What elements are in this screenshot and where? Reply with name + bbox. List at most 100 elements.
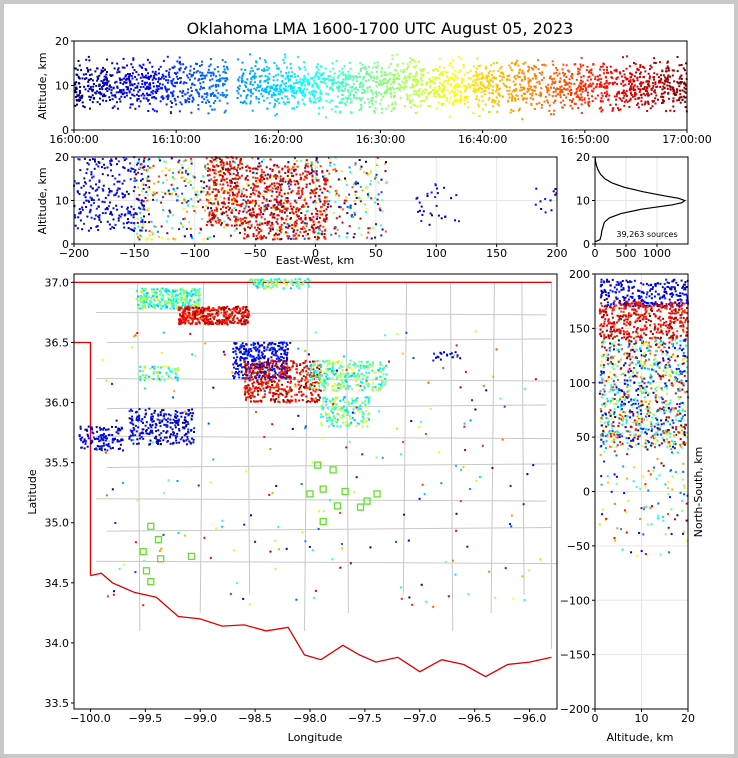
time-height-point bbox=[491, 74, 493, 77]
time-height-point bbox=[619, 72, 622, 75]
east-west-point bbox=[343, 202, 346, 205]
time-height-point bbox=[99, 97, 101, 100]
plan-view-point bbox=[191, 289, 194, 292]
east-west-point bbox=[315, 186, 318, 189]
time-height-point bbox=[463, 73, 466, 76]
time-height-point bbox=[353, 87, 356, 90]
east-west-point bbox=[118, 214, 121, 217]
time-height-point bbox=[144, 67, 147, 70]
time-height-point bbox=[590, 72, 593, 74]
time-height-point bbox=[166, 55, 169, 58]
east-west-point bbox=[250, 201, 253, 204]
east-west-point bbox=[309, 219, 312, 222]
east-west-point bbox=[291, 210, 294, 213]
east-west-point bbox=[162, 181, 165, 184]
east-west-point bbox=[267, 204, 270, 207]
time-height-point bbox=[479, 81, 482, 84]
east-west-point bbox=[258, 231, 261, 234]
east-west-point bbox=[240, 205, 243, 208]
time-height-point bbox=[155, 97, 157, 100]
east-west-point bbox=[205, 204, 207, 207]
time-height-point bbox=[199, 88, 202, 91]
east-west-point bbox=[255, 189, 258, 192]
time-height-point bbox=[341, 93, 344, 96]
time-height-point bbox=[201, 60, 204, 63]
time-height-point bbox=[114, 96, 117, 99]
east-west-point bbox=[235, 178, 238, 181]
time-height-point bbox=[250, 77, 253, 80]
time-height-point bbox=[226, 78, 229, 81]
east-west-point bbox=[280, 189, 283, 192]
plan-view-point bbox=[197, 305, 200, 308]
time-height-point bbox=[552, 86, 555, 89]
time-height-point bbox=[390, 83, 393, 86]
time-height-point bbox=[569, 104, 572, 107]
east-west-point bbox=[190, 158, 193, 161]
time-height-point bbox=[106, 79, 109, 82]
time-height-point bbox=[535, 102, 538, 105]
time-height-point bbox=[576, 94, 579, 97]
east-west-point bbox=[380, 224, 382, 227]
east-west-point bbox=[275, 208, 278, 211]
time-height-point bbox=[311, 92, 314, 95]
plan-view-point bbox=[193, 305, 196, 308]
time-height-point bbox=[312, 94, 315, 97]
time-height-point bbox=[87, 55, 90, 58]
east-west-point bbox=[91, 176, 94, 179]
east-west-point bbox=[274, 206, 277, 209]
east-west-point bbox=[444, 215, 447, 218]
time-height-point bbox=[346, 100, 349, 103]
plan-view-point bbox=[224, 322, 227, 325]
time-height-point bbox=[676, 56, 679, 58]
time-height-point bbox=[585, 69, 588, 72]
time-height-point bbox=[249, 81, 252, 84]
east-west-point bbox=[215, 158, 218, 161]
east-west-point bbox=[99, 221, 102, 223]
time-height-point bbox=[329, 75, 332, 78]
east-west-point bbox=[261, 236, 264, 239]
time-height-point bbox=[484, 103, 487, 106]
time-height-point bbox=[98, 103, 101, 106]
time-height-point bbox=[456, 77, 459, 80]
east-west-point bbox=[228, 191, 231, 194]
east-west-point bbox=[291, 189, 294, 192]
east-west-point bbox=[259, 209, 262, 212]
time-height-point bbox=[375, 81, 377, 84]
time-height-point bbox=[85, 73, 88, 76]
time-height-point bbox=[584, 101, 587, 104]
time-height-point bbox=[520, 89, 523, 92]
time-height-point bbox=[145, 87, 148, 90]
time-height-point bbox=[320, 66, 323, 69]
east-west-point bbox=[76, 191, 79, 194]
time-height-point bbox=[296, 81, 299, 84]
time-height-point bbox=[639, 89, 642, 92]
east-west-point bbox=[259, 211, 262, 214]
time-height-point bbox=[266, 86, 268, 89]
east-west-point bbox=[172, 187, 175, 190]
time-height-point bbox=[435, 92, 438, 95]
time-height-point bbox=[182, 71, 185, 74]
east-west-y-tick-label: 0 bbox=[62, 238, 69, 251]
time-height-point bbox=[215, 85, 217, 88]
east-west-point bbox=[352, 215, 355, 218]
time-height-point bbox=[342, 89, 345, 92]
time-height-point bbox=[628, 65, 631, 68]
time-height-point bbox=[587, 76, 590, 79]
time-height-point bbox=[129, 97, 132, 100]
time-height-point bbox=[116, 85, 119, 88]
east-west-point bbox=[295, 159, 298, 162]
time-height-point bbox=[409, 60, 412, 63]
plan-view-point bbox=[184, 318, 187, 321]
east-west-point bbox=[191, 237, 194, 240]
time-height-point bbox=[527, 80, 530, 83]
east-west-point bbox=[104, 196, 107, 199]
time-height-point bbox=[157, 80, 159, 83]
east-west-point bbox=[247, 221, 250, 223]
plan-view-point bbox=[152, 306, 155, 308]
time-height-point bbox=[337, 87, 339, 90]
time-height-point bbox=[222, 65, 225, 68]
east-west-point bbox=[266, 223, 269, 226]
time-height-point bbox=[603, 91, 606, 94]
time-height-point bbox=[264, 87, 267, 90]
east-west-point bbox=[90, 173, 93, 176]
